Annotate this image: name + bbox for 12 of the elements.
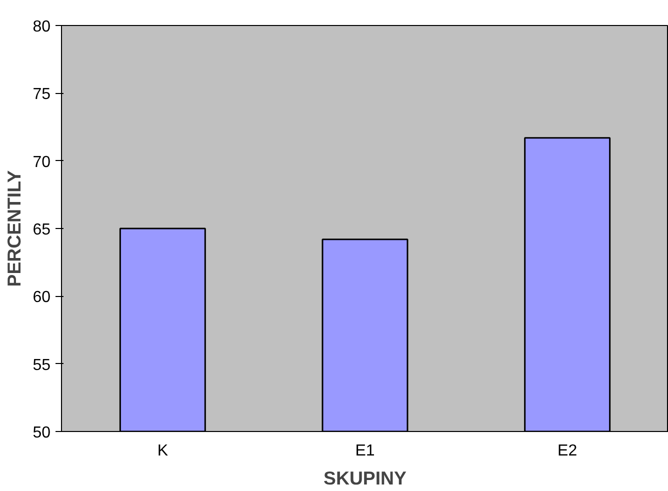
y-tick-label: 50 <box>32 424 51 442</box>
y-tick-label: 65 <box>32 222 51 238</box>
y-tick-label: 60 <box>32 289 51 306</box>
x-tick-label: E1 <box>355 442 375 460</box>
y-tick-label: 55 <box>32 356 51 374</box>
x-tick-label: E2 <box>558 442 578 460</box>
y-axis-title: PERCENTILY <box>4 170 25 287</box>
y-tick-label: 70 <box>32 154 51 171</box>
y-tick-label: 80 <box>32 18 51 36</box>
x-tick-label: K <box>157 442 168 460</box>
y-tick-label: 75 <box>32 86 51 104</box>
x-axis-title: SKUPINY <box>324 468 408 488</box>
